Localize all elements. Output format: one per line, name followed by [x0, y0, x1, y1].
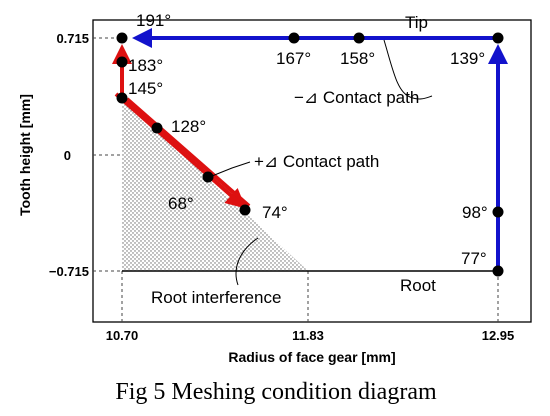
angle-label-183: 183°	[128, 56, 163, 75]
x-tick-right: 12.95	[482, 328, 515, 343]
point-77	[492, 265, 504, 277]
point-167	[288, 32, 300, 44]
x-tick-mid: 11.83	[292, 328, 324, 343]
root-interference-label: Root interference	[151, 288, 281, 307]
tip-label: Tip	[405, 13, 428, 32]
angle-label-145: 145°	[128, 79, 163, 98]
x-axis-title: Radius of face gear [mm]	[228, 349, 395, 365]
pos-path-leader	[211, 161, 251, 177]
angle-label-74: 74°	[262, 203, 288, 222]
plot-frame	[92, 19, 532, 323]
neg-contact-path-label: −⊿ Contact path	[294, 88, 419, 107]
root-label: Root	[400, 276, 436, 295]
y-tick-bottom: −0.715	[49, 264, 89, 279]
angle-label-167: 167°	[276, 49, 311, 68]
point-68	[202, 171, 214, 183]
point-183	[116, 56, 128, 68]
point-145	[116, 92, 128, 104]
angle-label-128: 128°	[171, 117, 206, 136]
angle-label-68: 68°	[168, 194, 194, 213]
point-74	[239, 204, 251, 216]
y-tick-top: 0.715	[56, 31, 89, 46]
point-139	[492, 32, 504, 44]
y-tick-mid: 0	[64, 148, 71, 163]
point-158	[353, 32, 365, 44]
point-128	[151, 122, 163, 134]
positive-contact-path-return	[125, 97, 251, 208]
point-191	[116, 32, 128, 44]
angle-label-139: 139°	[450, 49, 485, 68]
figure-caption: Fig 5 Meshing condition diagram	[115, 379, 437, 405]
angle-label-191: 191°	[136, 11, 171, 30]
interference-leader	[235, 237, 259, 286]
positive-contact-path-diag	[114, 92, 247, 209]
angle-label-77: 77°	[461, 249, 487, 268]
angle-label-98: 98°	[462, 203, 488, 222]
y-axis-title: Tooth height [mm]	[17, 94, 33, 216]
point-98	[492, 206, 504, 218]
x-tick-left: 10.70	[106, 328, 139, 343]
angle-label-158: 158°	[340, 49, 375, 68]
pos-contact-path-label: +⊿ Contact path	[254, 152, 379, 171]
neg-path-leader	[383, 39, 433, 100]
